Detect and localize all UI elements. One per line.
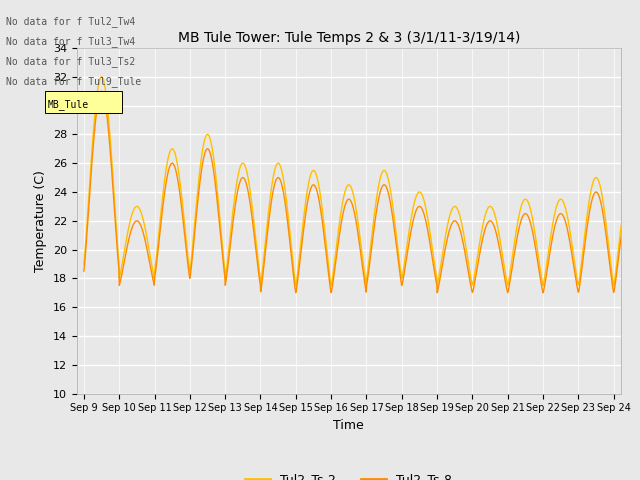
Text: No data for f Tul3_Tw4: No data for f Tul3_Tw4 bbox=[6, 36, 136, 47]
Text: No data for f Tul9_Tule: No data for f Tul9_Tule bbox=[6, 76, 141, 87]
Title: MB Tule Tower: Tule Temps 2 & 3 (3/1/11-3/19/14): MB Tule Tower: Tule Temps 2 & 3 (3/1/11-… bbox=[178, 32, 520, 46]
Text: MB_Tule: MB_Tule bbox=[48, 99, 89, 110]
Text: No data for f Tul2_Tw4: No data for f Tul2_Tw4 bbox=[6, 16, 136, 27]
Legend: Tul2_Ts-2, Tul2_Ts-8: Tul2_Ts-2, Tul2_Ts-8 bbox=[241, 468, 457, 480]
Y-axis label: Temperature (C): Temperature (C) bbox=[35, 170, 47, 272]
Text: No data for f Tul3_Ts2: No data for f Tul3_Ts2 bbox=[6, 56, 136, 67]
X-axis label: Time: Time bbox=[333, 419, 364, 432]
